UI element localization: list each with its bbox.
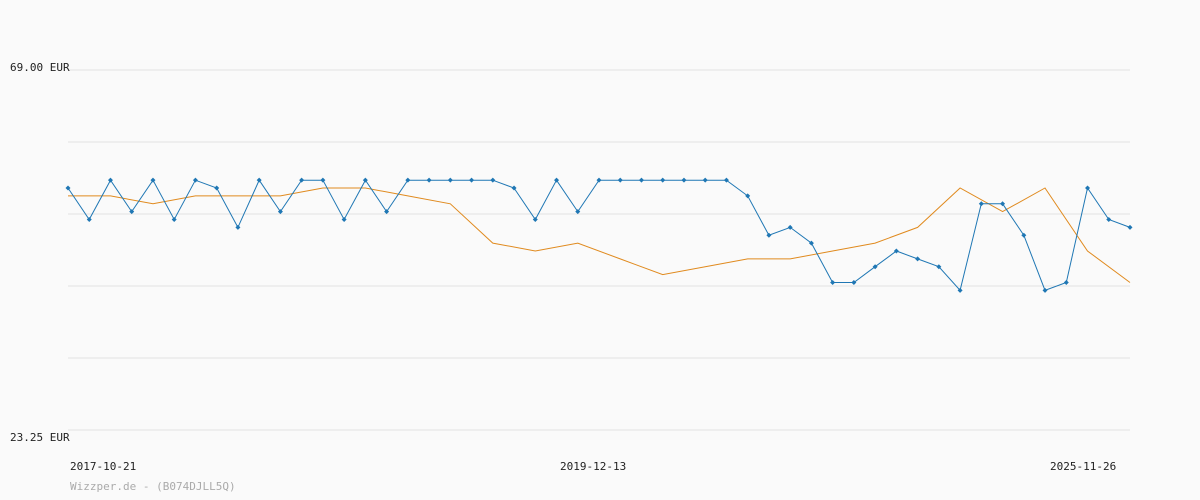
price-point: [872, 264, 878, 270]
price-point: [384, 209, 390, 215]
x-tick-label-middle: 2019-12-13: [560, 460, 626, 473]
y-tick-label-max: 69.00 EUR: [10, 61, 70, 74]
price-point: [447, 177, 453, 183]
price-point: [936, 264, 942, 270]
price-point: [1000, 201, 1006, 207]
price-point: [277, 209, 283, 215]
price-point: [915, 256, 921, 262]
price-point: [575, 209, 581, 215]
price-point: [405, 177, 411, 183]
price-point: [341, 217, 347, 223]
price-point: [1127, 224, 1133, 230]
price-point: [129, 209, 135, 215]
price-point: [1042, 287, 1048, 293]
price-point: [851, 279, 857, 285]
price-point: [490, 177, 496, 183]
source-credit: Wizzper.de - (B074DJLL5Q): [70, 480, 236, 493]
price-point: [299, 177, 305, 183]
x-tick-label-start: 2017-10-21: [70, 460, 136, 473]
price-point: [511, 185, 517, 191]
price-point: [660, 177, 666, 183]
price-point: [214, 185, 220, 191]
price-point: [745, 193, 751, 199]
price-point: [426, 177, 432, 183]
price-point: [554, 177, 560, 183]
price-point: [787, 224, 793, 230]
price-point: [893, 248, 899, 254]
price-point: [86, 217, 92, 223]
price-point: [1106, 217, 1112, 223]
price-point: [150, 177, 156, 183]
price-point: [702, 177, 708, 183]
price-point: [65, 185, 71, 191]
price-point: [766, 232, 772, 238]
price-point: [596, 177, 602, 183]
price-point: [107, 177, 113, 183]
price-point: [957, 287, 963, 293]
series-average-line: [68, 187, 1131, 283]
price-point: [532, 217, 538, 223]
gridlines: [68, 69, 1130, 431]
price-point: [171, 217, 177, 223]
x-tick-label-end: 2025-11-26: [1050, 460, 1116, 473]
price-point: [617, 177, 623, 183]
price-point: [235, 224, 241, 230]
price-point: [638, 177, 644, 183]
y-tick-label-min: 23.25 EUR: [10, 431, 70, 444]
price-point: [1085, 185, 1091, 191]
price-point: [808, 240, 814, 246]
price-point: [681, 177, 687, 183]
series-price-line: [67, 179, 1131, 292]
price-point: [362, 177, 368, 183]
price-point: [192, 177, 198, 183]
price-point: [256, 177, 262, 183]
price-point: [469, 177, 475, 183]
price-point-markers: [65, 177, 1133, 293]
price-point: [723, 177, 729, 183]
price-point: [830, 279, 836, 285]
price-point: [1021, 232, 1027, 238]
price-point: [1063, 279, 1069, 285]
price-point: [320, 177, 326, 183]
price-point: [978, 201, 984, 207]
